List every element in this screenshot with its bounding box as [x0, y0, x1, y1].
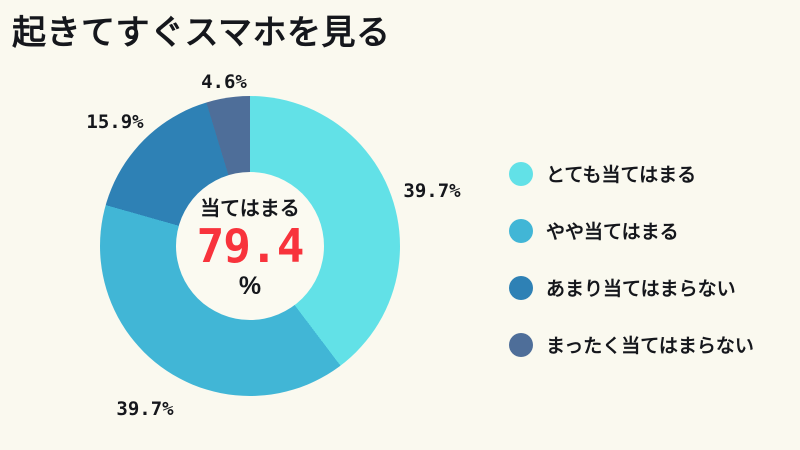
donut-chart: 当てはまる 79.4 % [100, 96, 400, 396]
legend: とても当てはまる やや当てはまる あまり当てはまらない まったく当てはまらない [509, 160, 754, 358]
slice-label-amari: 15.9% [86, 111, 144, 133]
legend-label: とても当てはまる [546, 165, 697, 186]
slice-label-mattaku: 4.6% [201, 71, 247, 93]
slice-label-yaya: 39.7% [116, 398, 174, 420]
legend-label: まったく当てはまらない [546, 336, 754, 357]
legend-swatch [509, 161, 533, 186]
slice-label-totemo: 39.7% [403, 180, 461, 202]
legend-label: あまり当てはまらない [546, 279, 736, 300]
legend-swatch [509, 275, 533, 300]
legend-swatch [509, 332, 533, 357]
page-title: 起きてすぐスマホを見る [12, 14, 391, 52]
legend-item: まったく当てはまらない [509, 331, 754, 358]
legend-item: あまり当てはまらない [509, 274, 754, 301]
center-unit: % [238, 271, 262, 300]
legend-item: とても当てはまる [509, 160, 754, 187]
legend-swatch [509, 218, 533, 243]
donut-center: 当てはまる 79.4 % [176, 172, 324, 320]
center-label: 当てはまる [200, 197, 300, 220]
center-value: 79.4 [196, 218, 305, 273]
legend-item: やや当てはまる [509, 217, 754, 244]
legend-label: やや当てはまる [546, 222, 679, 243]
